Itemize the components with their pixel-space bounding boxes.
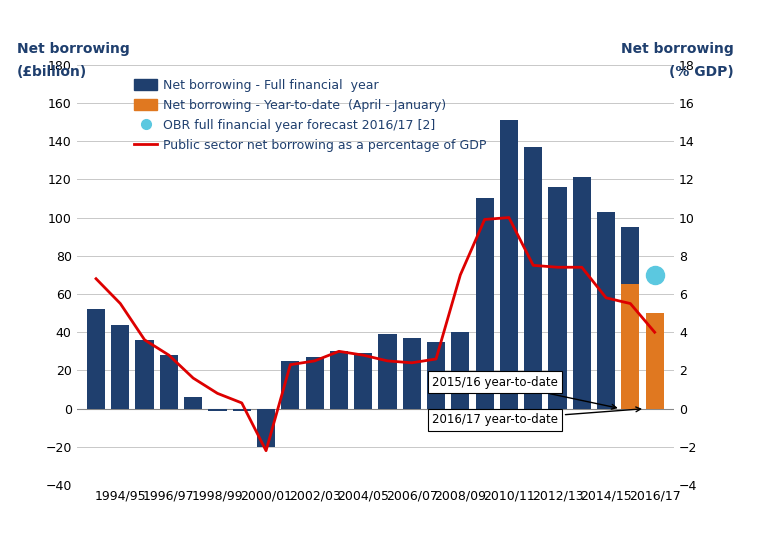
Text: (% GDP): (% GDP): [669, 65, 734, 79]
Bar: [257, 409, 275, 447]
Bar: [476, 198, 494, 409]
Bar: [378, 334, 397, 409]
Text: 2015/16 year-to-date: 2015/16 year-to-date: [432, 376, 617, 409]
Bar: [87, 309, 105, 409]
Text: Net borrowing: Net borrowing: [17, 42, 129, 56]
Bar: [281, 361, 300, 409]
Bar: [646, 313, 664, 409]
Bar: [354, 353, 372, 409]
Text: 2016/17 year-to-date: 2016/17 year-to-date: [432, 407, 640, 426]
Text: Net borrowing: Net borrowing: [621, 42, 734, 56]
Bar: [160, 355, 178, 409]
Bar: [427, 342, 445, 409]
Bar: [306, 357, 324, 409]
Bar: [136, 340, 154, 409]
Bar: [403, 338, 421, 409]
Bar: [184, 397, 202, 409]
Text: (£billion): (£billion): [17, 65, 87, 79]
Bar: [573, 177, 591, 409]
Bar: [500, 120, 518, 409]
Bar: [597, 212, 615, 409]
Bar: [111, 324, 129, 409]
Bar: [208, 409, 227, 411]
Bar: [621, 227, 640, 409]
Bar: [233, 409, 251, 411]
Bar: [451, 332, 470, 409]
Legend: Net borrowing - Full financial  year, Net borrowing - Year-to-date  (April - Jan: Net borrowing - Full financial year, Net…: [131, 75, 490, 155]
Bar: [621, 285, 640, 409]
Bar: [548, 187, 567, 409]
Bar: [524, 147, 542, 409]
Bar: [330, 351, 348, 409]
